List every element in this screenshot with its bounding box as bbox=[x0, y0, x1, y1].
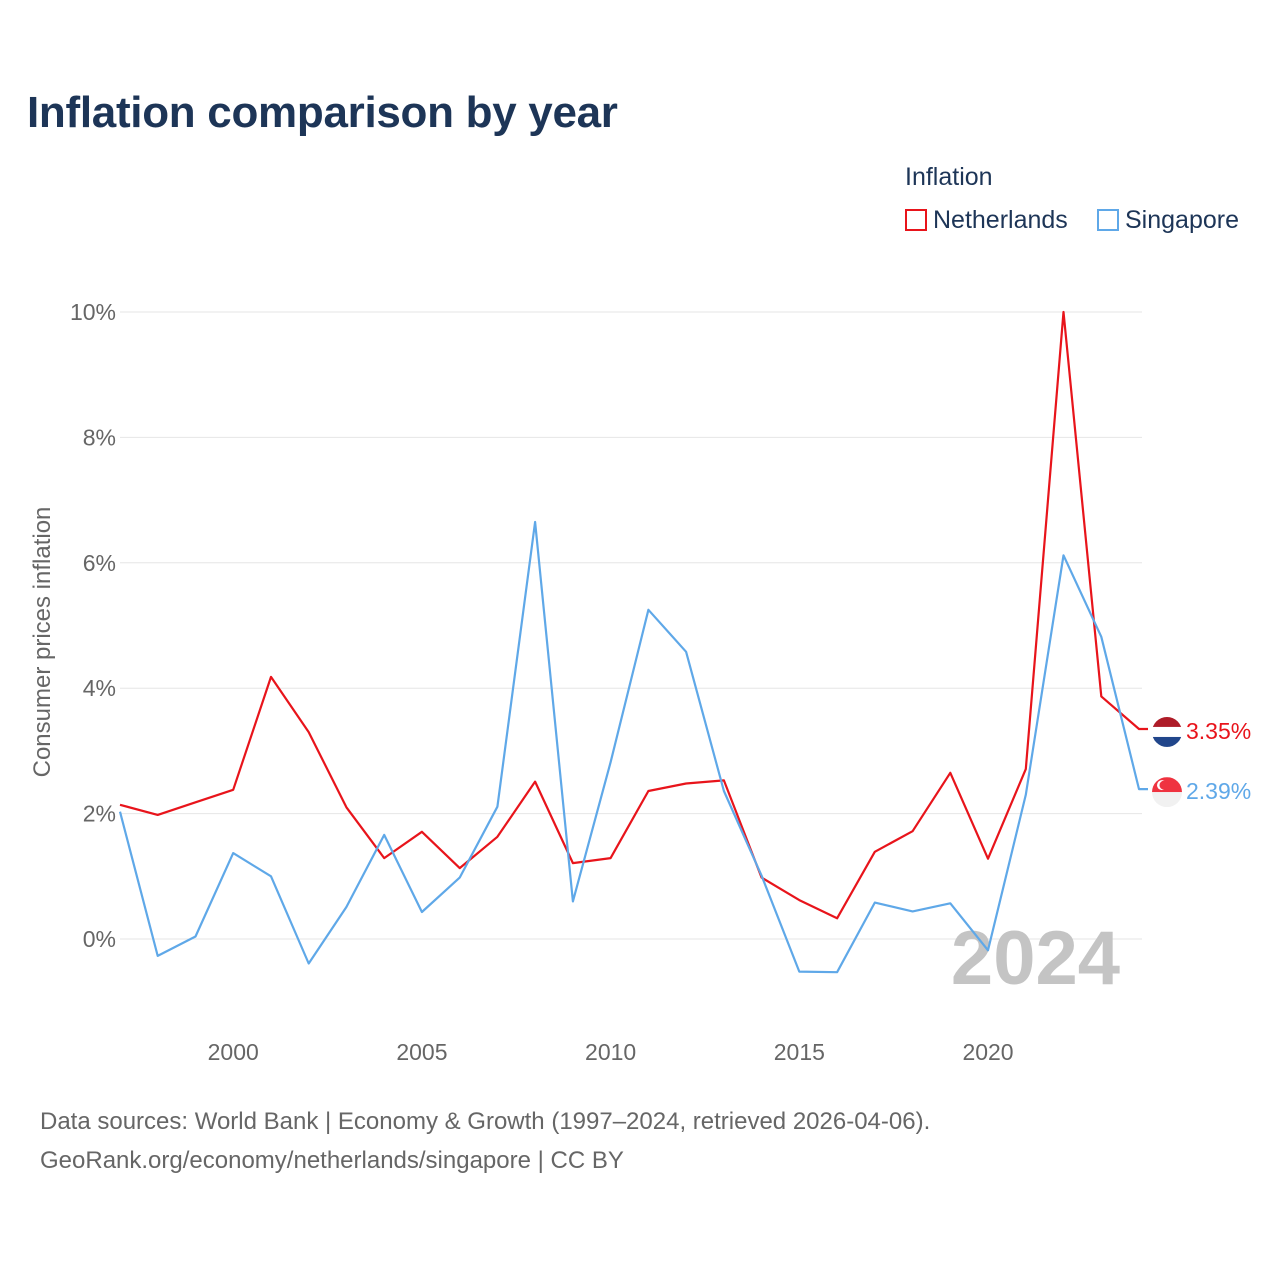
flag-singapore-icon bbox=[1152, 777, 1182, 808]
y-tick-label: 0% bbox=[83, 926, 116, 952]
flag-netherlands-icon bbox=[1152, 716, 1182, 747]
grid-lines bbox=[120, 311, 1142, 940]
y-tick-label: 4% bbox=[83, 675, 116, 701]
year-watermark: 2024 bbox=[951, 916, 1120, 1001]
footer-attribution: GeoRank.org/economy/netherlands/singapor… bbox=[40, 1147, 624, 1174]
x-tick-label: 2020 bbox=[962, 1039, 1013, 1065]
x-axis-ticks: 2000 2005 2010 2015 2020 bbox=[208, 1039, 1014, 1065]
x-tick-label: 2005 bbox=[396, 1039, 447, 1065]
end-label-singapore: 2.39% bbox=[1186, 778, 1251, 804]
footer-sources: Data sources: World Bank | Economy & Gro… bbox=[40, 1108, 931, 1135]
series-lines bbox=[118, 310, 1148, 974]
x-tick-label: 2010 bbox=[585, 1039, 636, 1065]
y-tick-label: 2% bbox=[83, 801, 116, 827]
legend-swatch-singapore bbox=[1097, 209, 1119, 231]
y-tick-label: 10% bbox=[70, 299, 116, 325]
end-label-netherlands: 3.35% bbox=[1186, 718, 1251, 744]
chart-title: Inflation comparison by year bbox=[27, 88, 618, 137]
legend-label-singapore: Singapore bbox=[1125, 205, 1239, 234]
series-line-netherlands bbox=[119, 310, 1148, 920]
y-axis-ticks: 0% 2% 4% 6% 8% 10% bbox=[70, 299, 116, 952]
y-tick-label: 8% bbox=[83, 424, 116, 450]
series-line-singapore bbox=[118, 520, 1148, 974]
x-tick-label: 2015 bbox=[774, 1039, 825, 1065]
legend-swatch-netherlands bbox=[905, 209, 927, 231]
legend-item-singapore[interactable]: Singapore bbox=[1097, 205, 1239, 235]
legend-item-netherlands[interactable]: Netherlands bbox=[905, 205, 1068, 235]
legend-label-netherlands: Netherlands bbox=[933, 205, 1068, 234]
y-axis-label: Consumer prices inflation bbox=[29, 507, 56, 778]
legend-title: Inflation bbox=[905, 163, 993, 191]
x-tick-label: 2000 bbox=[208, 1039, 259, 1065]
end-labels: 3.35% 2.39% bbox=[1152, 716, 1251, 808]
y-tick-label: 6% bbox=[83, 550, 116, 576]
